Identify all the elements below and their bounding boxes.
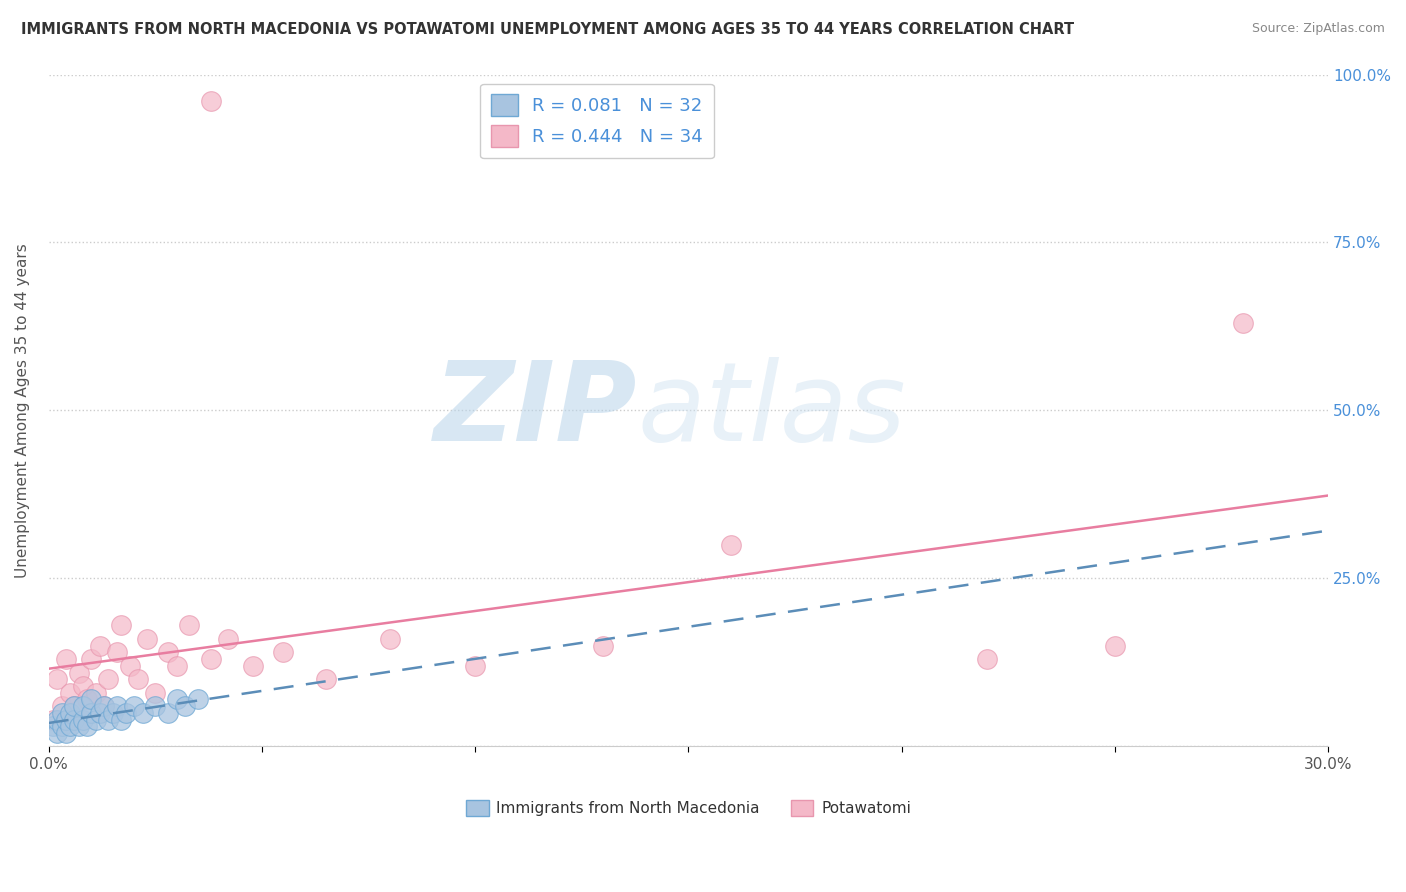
Point	[63, 713, 86, 727]
Point	[110, 713, 132, 727]
Point	[42, 719, 65, 733]
Point	[72, 713, 94, 727]
Point	[131, 706, 153, 720]
Point	[46, 713, 69, 727]
Point	[72, 699, 94, 714]
Point	[720, 538, 742, 552]
Point	[1104, 639, 1126, 653]
Point	[59, 706, 82, 720]
Point	[179, 618, 201, 632]
Point	[166, 658, 188, 673]
Point	[59, 686, 82, 700]
Point	[157, 706, 180, 720]
Point	[76, 719, 98, 733]
Point	[55, 713, 77, 727]
Point	[51, 719, 73, 733]
Point	[101, 706, 124, 720]
Point	[976, 652, 998, 666]
Point	[127, 672, 149, 686]
Point	[1232, 316, 1254, 330]
Point	[157, 645, 180, 659]
Point	[55, 726, 77, 740]
Point	[55, 652, 77, 666]
Point	[114, 706, 136, 720]
Point	[592, 639, 614, 653]
Point	[80, 692, 103, 706]
Point	[76, 692, 98, 706]
Point	[166, 692, 188, 706]
Point	[84, 713, 107, 727]
Point	[135, 632, 157, 646]
Point	[315, 672, 337, 686]
Point	[97, 713, 120, 727]
Point	[271, 645, 294, 659]
Point	[105, 699, 128, 714]
Point	[59, 719, 82, 733]
Point	[67, 719, 90, 733]
Point	[105, 645, 128, 659]
Point	[84, 686, 107, 700]
Point	[464, 658, 486, 673]
Y-axis label: Unemployment Among Ages 35 to 44 years: Unemployment Among Ages 35 to 44 years	[15, 244, 30, 578]
Text: Source: ZipAtlas.com: Source: ZipAtlas.com	[1251, 22, 1385, 36]
Point	[51, 699, 73, 714]
Point	[72, 679, 94, 693]
Point	[42, 713, 65, 727]
Point	[93, 699, 115, 714]
Point	[89, 706, 111, 720]
Point	[187, 692, 209, 706]
Point	[200, 652, 222, 666]
Point	[63, 699, 86, 714]
Point	[174, 699, 197, 714]
Text: IMMIGRANTS FROM NORTH MACEDONIA VS POTAWATOMI UNEMPLOYMENT AMONG AGES 35 TO 44 Y: IMMIGRANTS FROM NORTH MACEDONIA VS POTAW…	[21, 22, 1074, 37]
Point	[63, 699, 86, 714]
Point	[93, 699, 115, 714]
Point	[378, 632, 401, 646]
Point	[51, 706, 73, 720]
Point	[145, 699, 167, 714]
Point	[217, 632, 239, 646]
Point	[89, 639, 111, 653]
Point	[242, 658, 264, 673]
Point	[80, 652, 103, 666]
Point	[46, 672, 69, 686]
Point	[145, 686, 167, 700]
Point	[110, 618, 132, 632]
Point	[67, 665, 90, 680]
Text: atlas: atlas	[637, 357, 905, 464]
Point	[80, 706, 103, 720]
Text: ZIP: ZIP	[434, 357, 637, 464]
Legend: Immigrants from North Macedonia, Potawatomi: Immigrants from North Macedonia, Potawat…	[460, 795, 917, 822]
Point	[200, 95, 222, 109]
Point	[122, 699, 145, 714]
Point	[97, 672, 120, 686]
Point	[46, 726, 69, 740]
Point	[118, 658, 141, 673]
